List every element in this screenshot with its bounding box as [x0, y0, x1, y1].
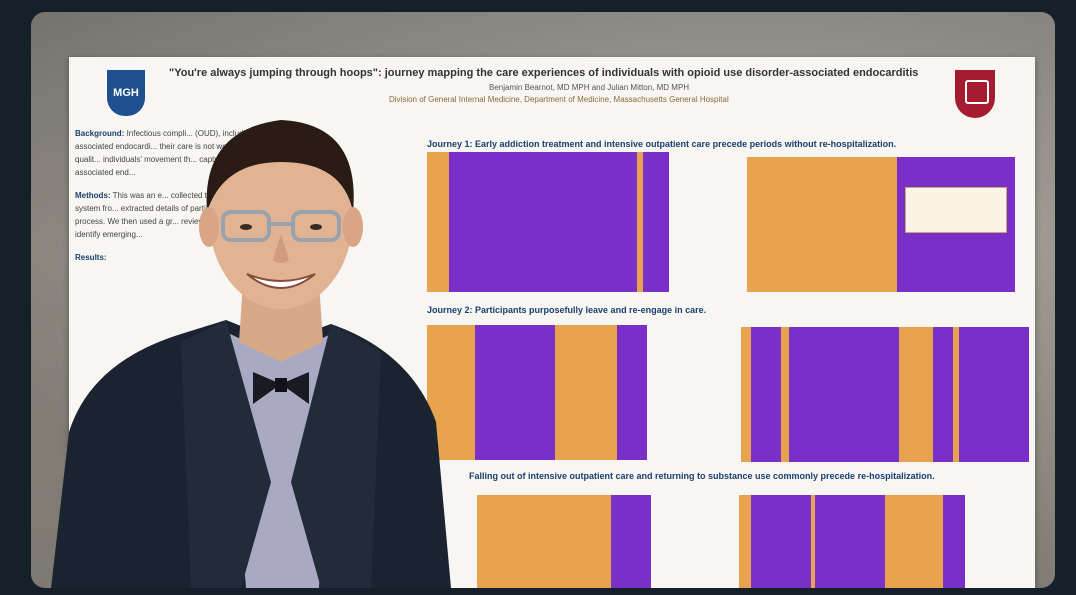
journey-2-heading: Journey 2: Participants purposefully lea… — [427, 305, 707, 315]
journey-map-2b — [709, 327, 1029, 462]
journey-map-3a — [439, 495, 651, 588]
background-text: Infectious compli... (OUD), including en… — [75, 129, 334, 177]
journey-map-1a — [389, 152, 669, 292]
results-heading: Results: — [75, 253, 107, 262]
background-heading: Background: — [75, 129, 125, 138]
presenter — [51, 120, 451, 588]
poster-affiliation: Division of General Internal Medicine, D… — [389, 95, 729, 104]
journey-map-1b — [709, 157, 1015, 292]
methods-heading: Methods: — [75, 191, 111, 200]
journey-3-heading: Falling out of intensive outpatient care… — [469, 471, 935, 481]
poster-authors: Benjamin Bearnot, MD MPH and Julian Mitt… — [489, 83, 690, 92]
journey-1-heading: Journey 1: Early addiction treatment and… — [427, 139, 897, 149]
journey-map-3b — [709, 495, 969, 588]
poster-photo: MGH "You're always jumping through hoops… — [31, 12, 1055, 588]
mgh-logo: MGH — [107, 70, 145, 116]
harvard-shield-logo — [955, 70, 995, 118]
poster-title: "You're always jumping through hoops": j… — [169, 67, 919, 79]
